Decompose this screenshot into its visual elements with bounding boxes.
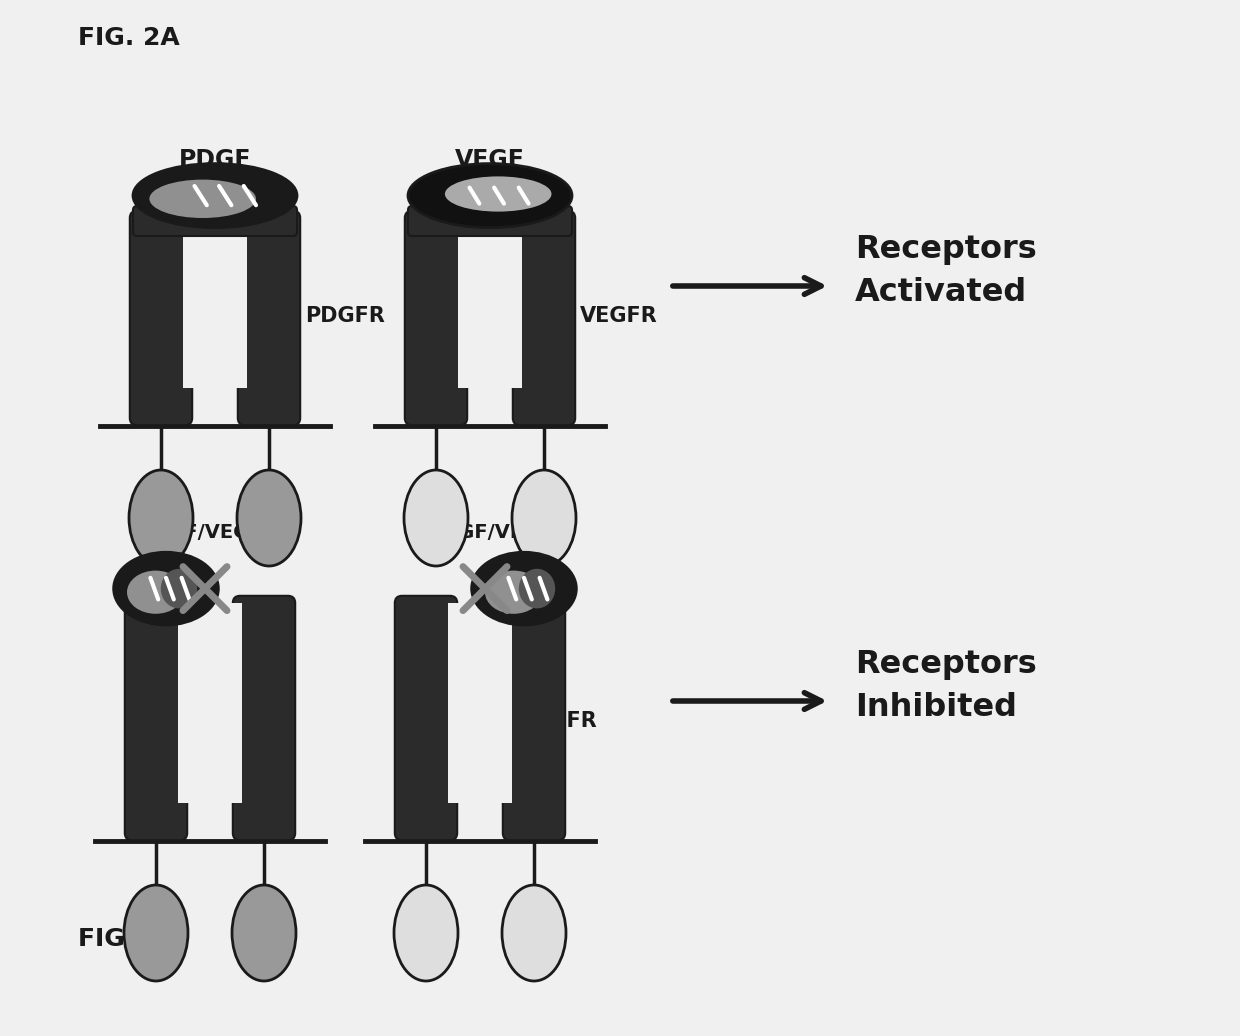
Text: PDGFR: PDGFR	[305, 306, 384, 326]
FancyBboxPatch shape	[408, 206, 572, 236]
Bar	[184, 218, 247, 388]
FancyBboxPatch shape	[125, 596, 187, 840]
Ellipse shape	[512, 470, 577, 566]
Text: Receptors
Inhibited: Receptors Inhibited	[856, 649, 1037, 723]
Ellipse shape	[485, 571, 542, 613]
FancyBboxPatch shape	[238, 210, 300, 425]
Text: VEGFR: VEGFR	[520, 711, 598, 731]
Bar	[458, 218, 522, 388]
FancyBboxPatch shape	[133, 206, 298, 236]
Text: PDGF: PDGF	[179, 147, 252, 172]
Bar	[179, 603, 242, 803]
Ellipse shape	[161, 569, 197, 608]
Ellipse shape	[408, 164, 572, 228]
FancyBboxPatch shape	[394, 596, 458, 840]
Ellipse shape	[472, 552, 577, 625]
Ellipse shape	[502, 885, 565, 981]
FancyBboxPatch shape	[130, 210, 192, 425]
FancyBboxPatch shape	[513, 210, 575, 425]
FancyBboxPatch shape	[233, 596, 295, 840]
Ellipse shape	[394, 885, 458, 981]
Ellipse shape	[124, 885, 188, 981]
FancyBboxPatch shape	[502, 596, 565, 840]
Ellipse shape	[232, 885, 296, 981]
Ellipse shape	[518, 569, 556, 608]
Ellipse shape	[129, 470, 193, 566]
FancyBboxPatch shape	[404, 210, 467, 425]
Text: Receptors
Activated: Receptors Activated	[856, 234, 1037, 308]
Text: PDGF/VEGF: PDGF/VEGF	[138, 523, 262, 542]
Ellipse shape	[149, 179, 255, 218]
Text: FIG. 2B: FIG. 2B	[78, 927, 180, 951]
Text: PDGF/VEGF: PDGF/VEGF	[428, 523, 552, 542]
Ellipse shape	[126, 571, 185, 613]
Text: PDGFR: PDGFR	[155, 711, 234, 731]
Text: FIG. 2A: FIG. 2A	[78, 26, 180, 50]
Ellipse shape	[445, 176, 552, 211]
Ellipse shape	[114, 552, 218, 625]
Ellipse shape	[133, 164, 298, 228]
Ellipse shape	[404, 470, 467, 566]
Ellipse shape	[237, 470, 301, 566]
Text: VEGFR: VEGFR	[580, 306, 657, 326]
Bar	[448, 603, 512, 803]
Text: VEGF: VEGF	[455, 147, 525, 172]
